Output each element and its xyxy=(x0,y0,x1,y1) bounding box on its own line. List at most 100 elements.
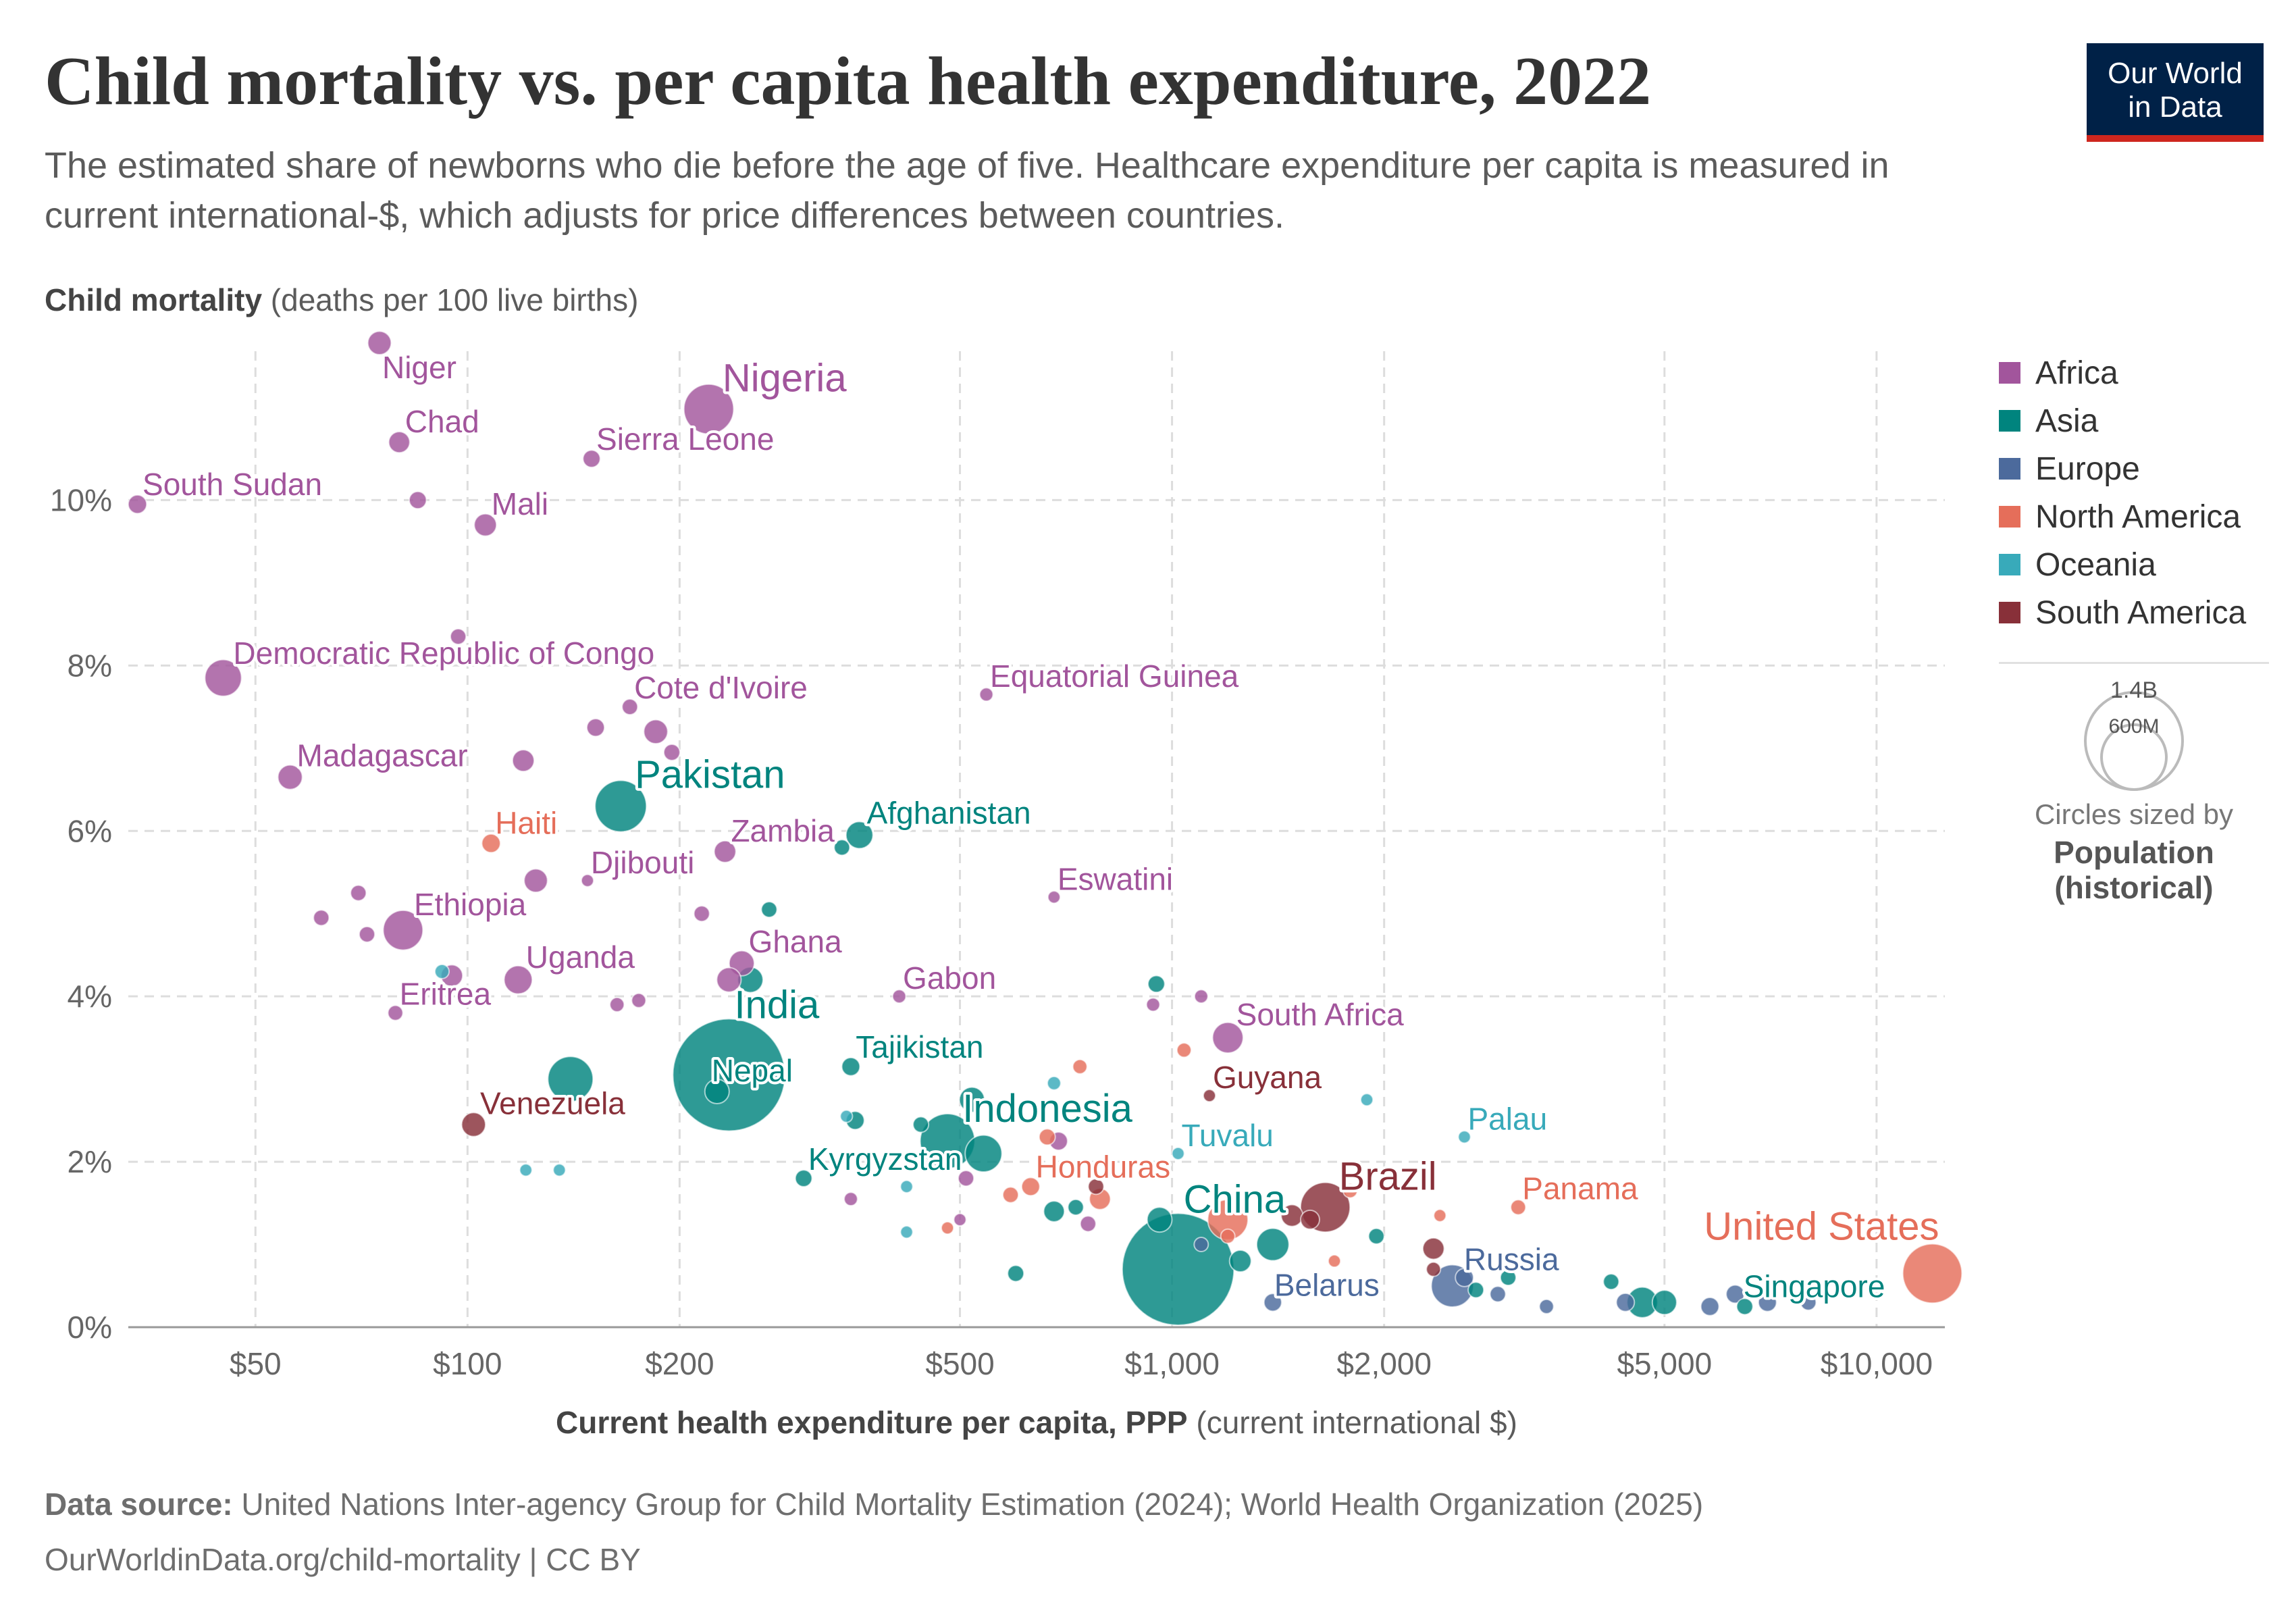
data-point xyxy=(609,996,625,1012)
data-point xyxy=(1510,1199,1527,1216)
point-label: Kyrgyzstan xyxy=(808,1141,962,1177)
y-tick-label: 2% xyxy=(68,1144,112,1179)
y-tick-label: 6% xyxy=(68,813,112,848)
data-point xyxy=(1360,1093,1374,1107)
data-point xyxy=(621,698,639,716)
point-label: Haiti xyxy=(495,806,557,841)
y-tick-label: 4% xyxy=(68,979,112,1014)
data-point xyxy=(350,884,367,902)
point-label: Brazil xyxy=(1339,1154,1437,1198)
x-tick-label: $10,000 xyxy=(1821,1346,1933,1381)
legend-item[interactable]: Asia xyxy=(1999,401,2098,441)
data-point xyxy=(1902,1243,1963,1304)
x-tick-label: $50 xyxy=(230,1346,282,1381)
legend-divider xyxy=(1999,662,2269,664)
data-point xyxy=(643,719,669,744)
data-point xyxy=(313,909,330,927)
data-point xyxy=(1651,1289,1677,1316)
data-point xyxy=(1067,1198,1085,1216)
chart-subtitle: The estimated share of newborns who die … xyxy=(45,145,1889,236)
data-point xyxy=(833,839,851,856)
data-point xyxy=(843,1191,858,1207)
footer-source: Data source: United Nations Inter-agency… xyxy=(45,1486,1703,1522)
legend-item[interactable]: Africa xyxy=(1999,353,2118,393)
x-tick-label: $1,000 xyxy=(1124,1346,1220,1381)
legend-item[interactable]: Europe xyxy=(1999,448,2140,489)
data-point xyxy=(1202,1089,1217,1103)
data-point xyxy=(1255,1227,1290,1262)
data-point xyxy=(839,1109,854,1123)
chart-title: Child mortality vs. per capita health ex… xyxy=(45,43,1652,120)
data-point xyxy=(958,1086,985,1113)
data-point xyxy=(1147,975,1166,994)
data-point xyxy=(1467,1281,1485,1299)
point-label: Honduras xyxy=(1036,1149,1170,1184)
x-tick-label: $200 xyxy=(645,1346,714,1381)
data-point xyxy=(672,1018,786,1132)
data-point xyxy=(1300,1209,1320,1230)
data-point xyxy=(523,868,548,894)
point-label: United States xyxy=(1704,1204,1939,1248)
owid-logo[interactable]: Our World in Data xyxy=(2087,43,2264,142)
data-point xyxy=(1328,1254,1342,1268)
data-point xyxy=(387,1004,404,1021)
data-point xyxy=(1146,1206,1173,1233)
point-label: Uganda xyxy=(526,940,635,975)
x-tick-label: $100 xyxy=(433,1346,502,1381)
data-point xyxy=(481,833,501,854)
legend-item[interactable]: Oceania xyxy=(1999,544,2156,585)
source-label: Data source: xyxy=(45,1487,233,1522)
data-point xyxy=(631,992,647,1008)
data-point xyxy=(1193,989,1209,1004)
size-legend-circles: 1.4B 600M xyxy=(2084,677,2184,791)
data-point xyxy=(1228,1250,1252,1273)
legend-item[interactable]: North America xyxy=(1999,496,2241,537)
data-point xyxy=(716,967,742,993)
legend-swatch xyxy=(1999,458,2020,480)
data-point xyxy=(979,687,994,702)
point-label: Russia xyxy=(1464,1242,1559,1277)
x-tick-label: $500 xyxy=(925,1346,994,1381)
data-point xyxy=(408,490,427,510)
data-point xyxy=(845,821,874,850)
point-label: South Africa xyxy=(1236,997,1404,1032)
size-legend-max: 1.4B xyxy=(2110,677,2158,703)
data-point xyxy=(1615,1292,1636,1312)
data-point xyxy=(461,1112,486,1137)
data-point xyxy=(841,1056,861,1077)
point-label: Democratic Republic of Congo xyxy=(233,636,654,671)
data-point xyxy=(1433,1208,1447,1223)
point-label: Eritrea xyxy=(400,977,492,1012)
y-tick-label: 10% xyxy=(50,482,112,517)
point-label: China xyxy=(1184,1177,1286,1221)
data-point xyxy=(204,659,242,697)
footer-url[interactable]: OurWorldinData.org/child-mortality | CC … xyxy=(45,1542,641,1577)
point-label: Tajikistan xyxy=(856,1029,983,1064)
size-legend-mid: 600M xyxy=(2108,715,2159,738)
data-point xyxy=(388,431,411,454)
point-label: Afghanistan xyxy=(867,795,1031,830)
point-label: Guyana xyxy=(1213,1060,1322,1095)
data-point xyxy=(473,513,498,537)
data-point xyxy=(503,964,533,995)
legend-swatch xyxy=(1999,554,2020,575)
point-label: Nepal xyxy=(712,1053,793,1088)
data-point xyxy=(594,779,648,833)
data-point xyxy=(1176,1042,1192,1058)
legend-item[interactable]: South America xyxy=(1999,592,2246,633)
y-tick-label: 0% xyxy=(68,1310,112,1345)
data-point xyxy=(1736,1297,1754,1316)
size-variable: Population (historical) xyxy=(2054,835,2214,905)
point-label: Mali xyxy=(492,486,548,521)
legend-label: Africa xyxy=(2035,355,2118,391)
data-point xyxy=(1220,1228,1236,1244)
data-point xyxy=(1087,1178,1105,1195)
logo-line-1: Our World xyxy=(2108,57,2243,90)
point-label: Gabon xyxy=(903,960,996,996)
legend-swatch xyxy=(1999,506,2020,528)
data-point xyxy=(434,963,450,979)
data-point xyxy=(891,989,907,1004)
data-point xyxy=(953,1212,967,1227)
data-point xyxy=(1342,1183,1358,1199)
